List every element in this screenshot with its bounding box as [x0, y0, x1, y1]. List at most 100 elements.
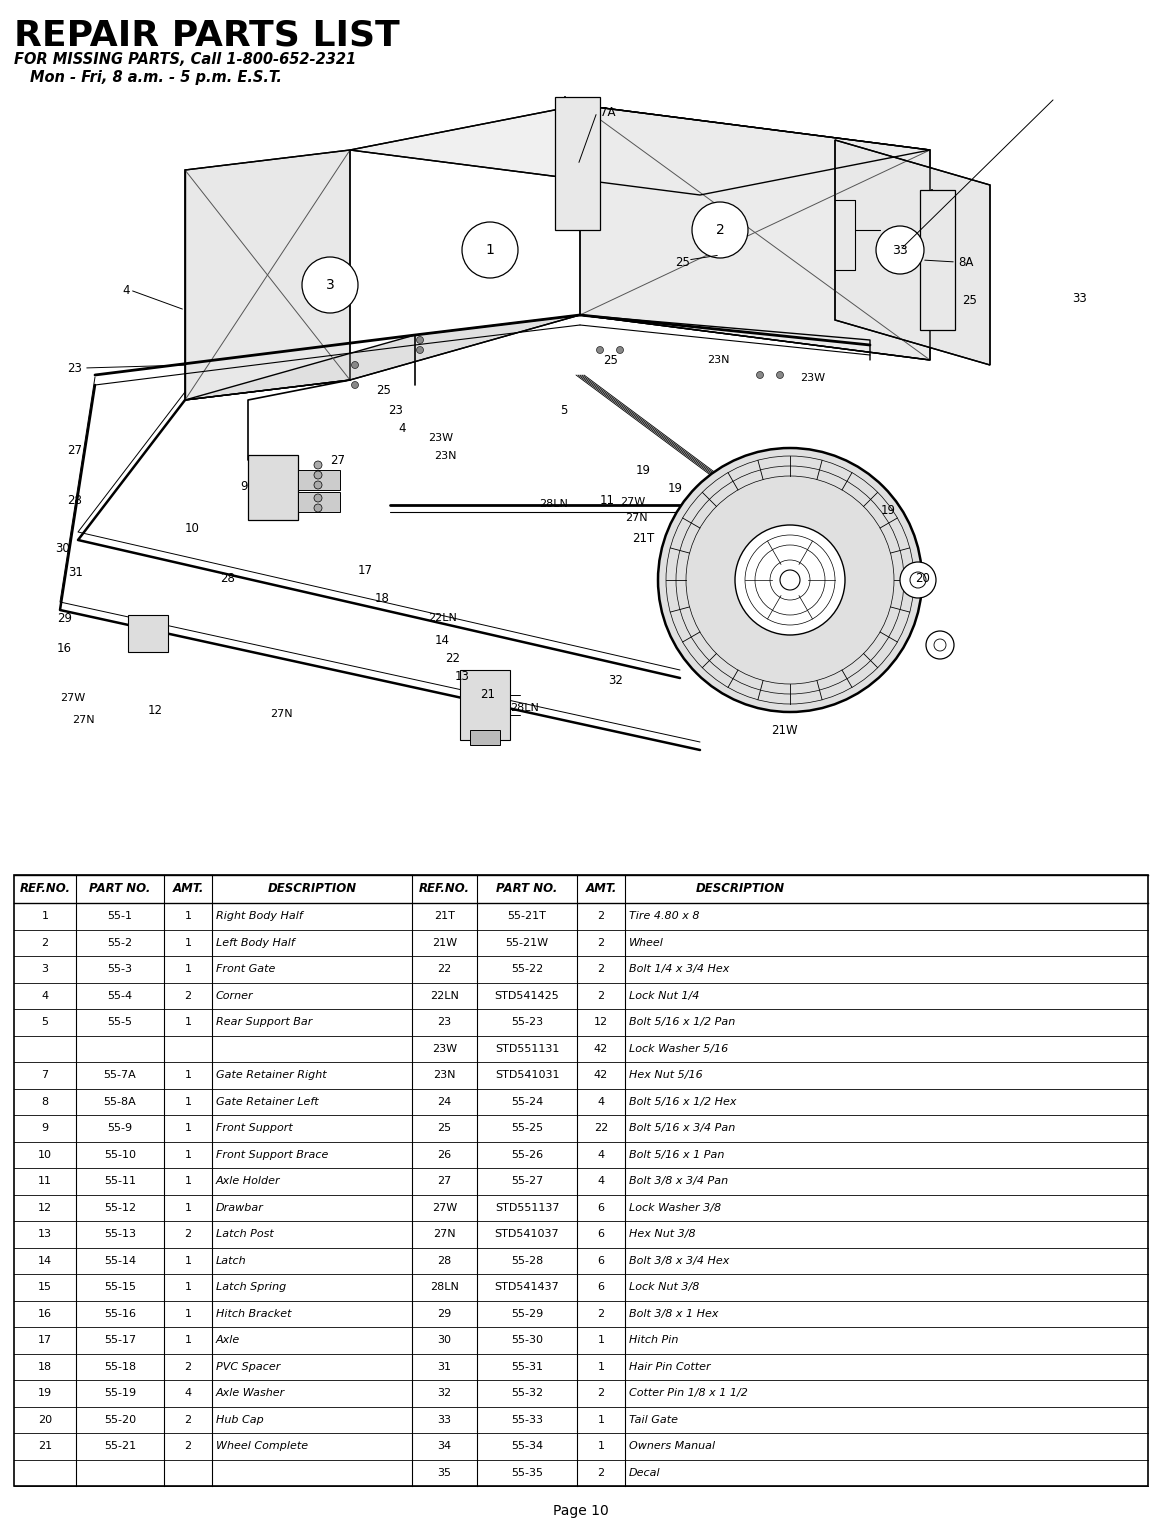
Text: 27N: 27N [72, 715, 94, 725]
Text: Lock Nut 1/4: Lock Nut 1/4 [629, 990, 699, 1001]
Text: 33: 33 [892, 243, 908, 257]
Text: Axle: Axle [216, 1335, 241, 1346]
Text: 2: 2 [598, 1309, 605, 1318]
Circle shape [777, 371, 784, 379]
Text: Hitch Bracket: Hitch Bracket [216, 1309, 292, 1318]
Text: 55-21W: 55-21W [506, 938, 549, 947]
Text: 17: 17 [38, 1335, 52, 1346]
Text: Lock Nut 3/8: Lock Nut 3/8 [629, 1283, 699, 1292]
Text: 1: 1 [185, 938, 192, 947]
Text: 55-5: 55-5 [107, 1018, 133, 1027]
Text: Cotter Pin 1/8 x 1 1/2: Cotter Pin 1/8 x 1 1/2 [629, 1388, 748, 1398]
Text: 2: 2 [185, 1441, 192, 1451]
Text: Wheel: Wheel [629, 938, 664, 947]
Text: 1: 1 [598, 1361, 605, 1372]
Text: 4: 4 [185, 1388, 192, 1398]
Text: 7A: 7A [600, 106, 615, 119]
Text: 33: 33 [437, 1415, 451, 1424]
Text: PART NO.: PART NO. [497, 882, 558, 895]
Text: 14: 14 [38, 1255, 52, 1266]
Text: 2: 2 [598, 1468, 605, 1478]
Text: 22LN: 22LN [428, 613, 457, 624]
Text: 27: 27 [330, 453, 345, 467]
Polygon shape [248, 454, 298, 521]
Text: 28LN: 28LN [430, 1283, 459, 1292]
Text: 10: 10 [38, 1150, 52, 1160]
Text: 1: 1 [185, 1177, 192, 1186]
Text: Rear Support Bar: Rear Support Bar [216, 1018, 313, 1027]
Text: 25: 25 [437, 1123, 451, 1133]
Text: 5: 5 [42, 1018, 49, 1027]
Text: 25: 25 [604, 354, 618, 367]
Text: 1: 1 [185, 1018, 192, 1027]
Text: DESCRIPTION: DESCRIPTION [267, 882, 357, 895]
Polygon shape [298, 491, 340, 511]
Text: 8: 8 [42, 1096, 49, 1107]
Text: 1: 1 [185, 964, 192, 975]
Text: 55-35: 55-35 [511, 1468, 543, 1478]
Text: 6: 6 [598, 1255, 605, 1266]
Text: STD541425: STD541425 [494, 990, 559, 1001]
Text: 2: 2 [42, 938, 49, 947]
Text: 18: 18 [38, 1361, 52, 1372]
Text: STD541037: STD541037 [494, 1229, 559, 1240]
Text: Front Gate: Front Gate [216, 964, 276, 975]
Text: 2: 2 [185, 1361, 192, 1372]
Text: 55-21T: 55-21T [507, 912, 547, 921]
Polygon shape [580, 105, 930, 360]
Polygon shape [350, 105, 930, 196]
Text: 4: 4 [598, 1150, 605, 1160]
Text: 1: 1 [598, 1441, 605, 1451]
Text: STD551137: STD551137 [494, 1203, 559, 1214]
Text: 21: 21 [38, 1441, 52, 1451]
Text: 23W: 23W [431, 1044, 457, 1053]
Text: 23W: 23W [800, 373, 825, 383]
Text: Bolt 5/16 x 3/4 Pan: Bolt 5/16 x 3/4 Pan [629, 1123, 735, 1133]
Text: Axle Holder: Axle Holder [216, 1177, 280, 1186]
Polygon shape [298, 470, 340, 490]
Text: Corner: Corner [216, 990, 254, 1001]
Text: 27W: 27W [431, 1203, 457, 1214]
Circle shape [314, 460, 322, 470]
Polygon shape [835, 140, 990, 365]
Circle shape [926, 631, 954, 659]
Text: 14: 14 [435, 633, 450, 647]
Text: Left Body Half: Left Body Half [216, 938, 294, 947]
Text: 4: 4 [398, 422, 406, 434]
Text: 29: 29 [57, 611, 72, 625]
Circle shape [314, 504, 322, 511]
Text: 2: 2 [185, 1415, 192, 1424]
Text: Right Body Half: Right Body Half [216, 912, 302, 921]
Text: Bolt 5/16 x 1/2 Hex: Bolt 5/16 x 1/2 Hex [629, 1096, 736, 1107]
Text: 2: 2 [598, 964, 605, 975]
Text: 55-31: 55-31 [511, 1361, 543, 1372]
Text: 19: 19 [38, 1388, 52, 1398]
Text: 21T: 21T [434, 912, 455, 921]
Text: 55-12: 55-12 [104, 1203, 136, 1214]
Text: 2: 2 [598, 990, 605, 1001]
Text: 23: 23 [67, 362, 83, 374]
Text: 35: 35 [437, 1468, 451, 1478]
Text: Tail Gate: Tail Gate [629, 1415, 678, 1424]
Text: 21: 21 [480, 688, 495, 702]
Text: 13: 13 [455, 670, 470, 682]
Text: 10: 10 [185, 522, 200, 534]
Text: 4: 4 [42, 990, 49, 1001]
Text: 22LN: 22LN [430, 990, 459, 1001]
Text: Page 10: Page 10 [554, 1505, 609, 1518]
Text: 1: 1 [185, 1070, 192, 1080]
Text: 1: 1 [185, 1123, 192, 1133]
Circle shape [616, 346, 623, 354]
Text: 21W: 21W [771, 724, 798, 736]
Text: 6: 6 [598, 1229, 605, 1240]
Text: STD551131: STD551131 [494, 1044, 559, 1053]
Text: Hub Cap: Hub Cap [216, 1415, 264, 1424]
Circle shape [756, 371, 763, 379]
Text: 28: 28 [220, 571, 235, 585]
Text: 1: 1 [185, 1203, 192, 1214]
Text: 42: 42 [594, 1044, 608, 1053]
Text: 28: 28 [437, 1255, 451, 1266]
Text: 21W: 21W [431, 938, 457, 947]
Text: 55-1: 55-1 [107, 912, 133, 921]
Text: 1: 1 [185, 1150, 192, 1160]
